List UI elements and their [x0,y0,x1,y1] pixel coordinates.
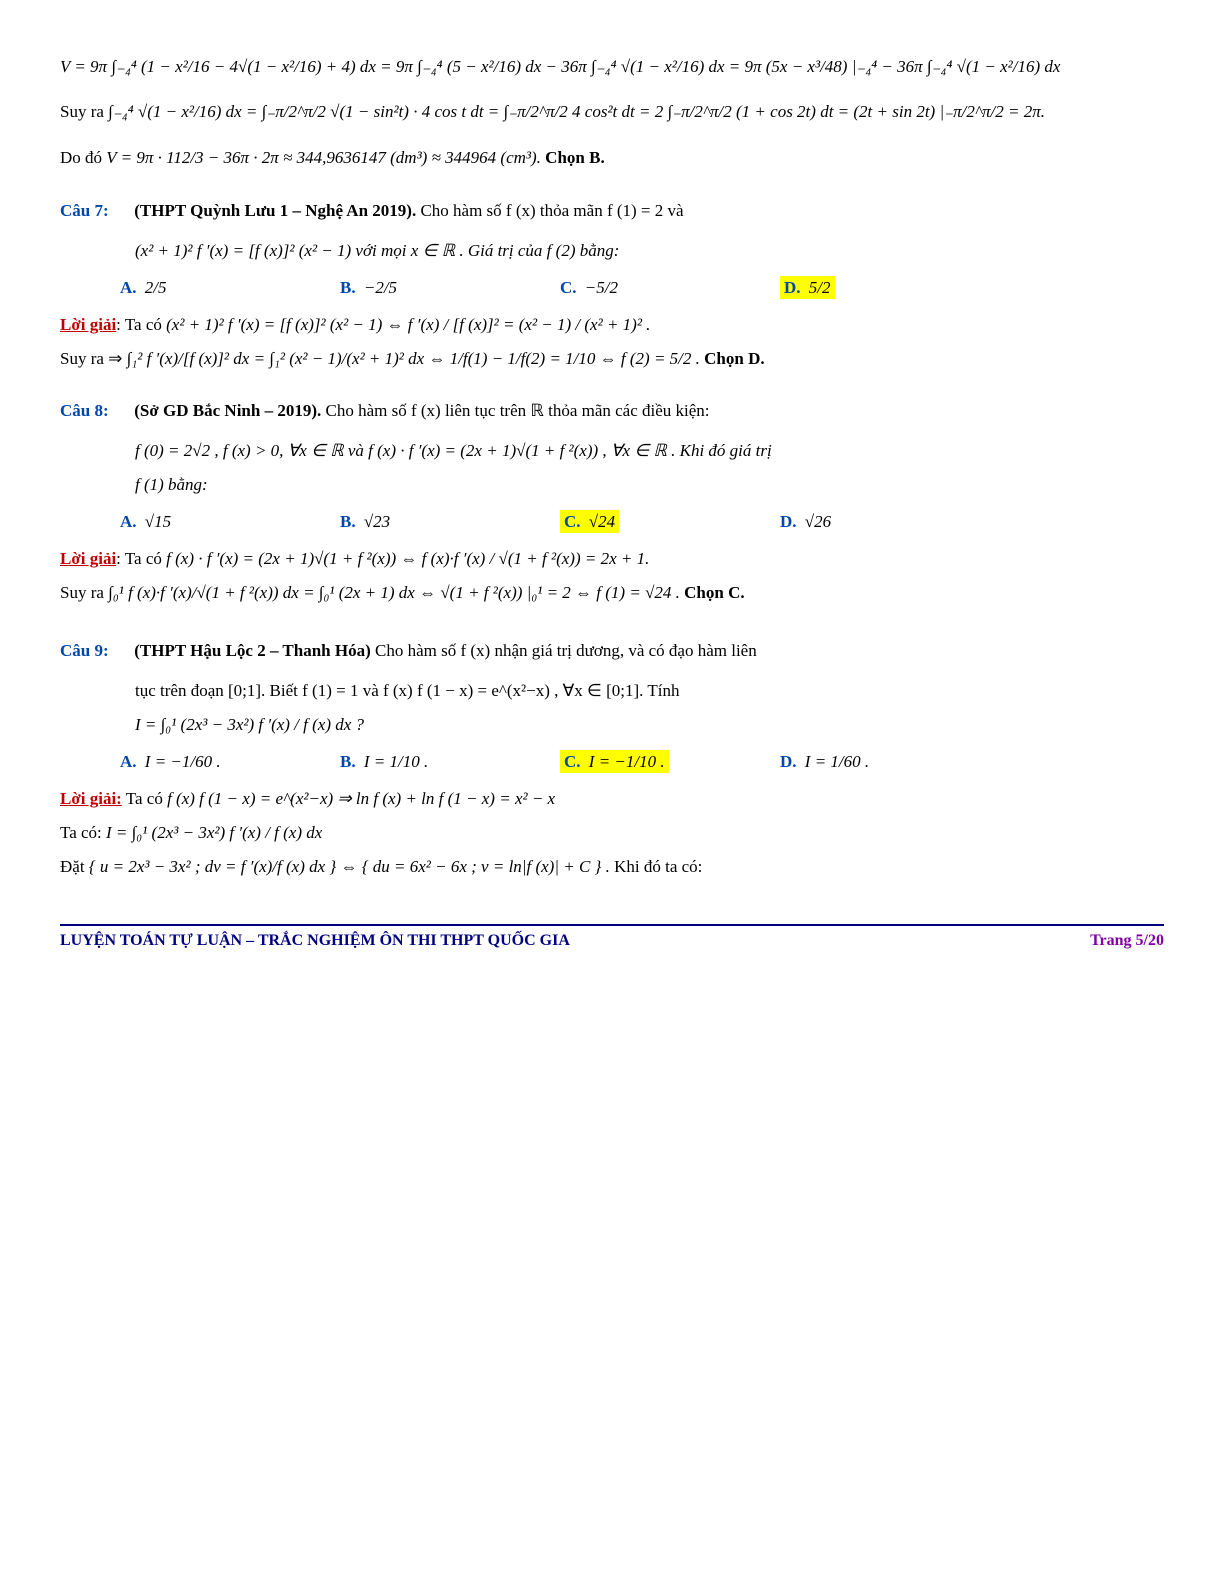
q7-label: Câu 7: [60,194,130,228]
q9-answer-d: D. I = 1/60 . [780,752,1000,772]
answer-label-d: D. [784,278,801,297]
answer-label-a: A. [120,278,137,297]
solution-label: Lời giải [60,549,116,568]
solution-label: Lời giải: [60,789,122,808]
q8-solution-1: Lời giải: Ta có f (x) · f ′(x) = (2x + 1… [60,542,1164,576]
q9-d-text: I = 1/60 . [805,752,869,771]
question-8: Câu 8: (Sở GD Bắc Ninh – 2019). Cho hàm … [60,394,1164,428]
q9-solution-3: Đặt { u = 2x³ − 3x² ; dv = f ′(x)/f (x) … [60,850,1164,884]
q8-sol-math-2: ∫₀¹ f (x)·f ′(x)/√(1 + f ²(x)) dx = ∫₀¹ … [108,583,680,602]
q7-sol-math-2: ∫₁² f ′(x)/[f (x)]² dx = ∫₁² (x² − 1)/(x… [127,349,700,368]
answer-label-d: D. [780,752,797,771]
q7-c-text: −5/2 [585,278,618,297]
question-9: Câu 9: (THPT Hậu Lộc 2 – Thanh Hóa) Cho … [60,634,1164,668]
answer-label-c: C. [564,512,581,531]
q7-solution-1: Lời giải: Ta có (x² + 1)² f ′(x) = [f (x… [60,308,1164,342]
q9-answer-a: A. I = −1/60 . [120,752,340,772]
prefix-suyra: Suy ra [60,102,108,121]
q9-stem-2: tục trên đoạn [0;1]. Biết f (1) = 1 và f… [135,674,1164,708]
q9-solution-1: Lời giải: Ta có f (x) f (1 − x) = e^(x²−… [60,782,1164,816]
q8-answers: A. √15 B. √23 C. √24 D. √26 [120,512,1164,532]
q8-answer-d: D. √26 [780,512,1000,532]
footer-page: Trang 5/20 [1090,932,1164,950]
q7-answer-c: C. −5/2 [560,278,780,298]
footer-title: LUYỆN TOÁN TỰ LUẬN – TRẮC NGHIỆM ÔN THI … [60,932,570,950]
volume-integral-line1: V = 9π ∫₋₄⁴ (1 − x²/16 − 4√(1 − x²/16) +… [60,48,1164,85]
q9-answer-b: B. I = 1/10 . [340,752,560,772]
q9-solution-2: Ta có: I = ∫₀¹ (2x³ − 3x²) f ′(x) / f (x… [60,816,1164,850]
choice-b: Chọn B. [545,148,605,167]
q7-answer-d: D. 5/2 [780,278,1000,298]
q7-answer-a: A. 2/5 [120,278,340,298]
q7-answer-b: B. −2/5 [340,278,560,298]
q8-answer-b: B. √23 [340,512,560,532]
q8-source: (Sở GD Bắc Ninh – 2019). [134,401,321,420]
q7-answers: A. 2/5 B. −2/5 C. −5/2 D. 5/2 [120,278,1164,298]
q9-answer-c: C. I = −1/10 . [560,752,780,772]
q8-label: Câu 8: [60,394,130,428]
q9-sol-math-2: I = ∫₀¹ (2x³ − 3x²) f ′(x) / f (x) dx [106,823,322,842]
q8-a-text: √15 [145,512,171,531]
prefix-dodo: Do đó [60,148,106,167]
q7-solution-2: Suy ra ⇒ ∫₁² f ′(x)/[f (x)]² dx = ∫₁² (x… [60,342,1164,376]
q7-d-text: 5/2 [809,278,831,297]
integral-eval: ∫₋₄⁴ √(1 − x²/16) dx = ∫₋π/2^π/2 √(1 − s… [108,102,1045,121]
q9-sol-math-3: { u = 2x³ − 3x² ; dv = f ′(x)/f (x) dx }… [89,857,610,876]
q7-stem-2: (x² + 1)² f ′(x) = [f (x)]² (x² − 1) với… [135,234,1164,268]
q8-solution-2: Suy ra ∫₀¹ f (x)·f ′(x)/√(1 + f ²(x)) dx… [60,576,1164,610]
q7-sol-prefix: : Ta có [116,315,166,334]
answer-label-b: B. [340,752,356,771]
q8-choice: Chọn C. [684,583,744,602]
page-footer: LUYỆN TOÁN TỰ LUẬN – TRẮC NGHIỆM ÔN THI … [60,924,1164,950]
q8-c-text: √24 [589,512,615,531]
q9-sol3-prefix: Đặt [60,857,89,876]
q7-choice: Chọn D. [704,349,764,368]
q7-a-text: 2/5 [145,278,167,297]
answer-label-a: A. [120,512,137,531]
q8-sol-math-1: f (x) · f ′(x) = (2x + 1)√(1 + f ²(x)) ⇔… [166,549,649,568]
q8-answer-c: C. √24 [560,512,780,532]
q9-sol-prefix: Ta có [122,789,167,808]
q9-b-text: I = 1/10 . [364,752,428,771]
answer-label-b: B. [340,278,356,297]
answer-label-c: C. [564,752,581,771]
q9-sol2-prefix: Ta có: [60,823,106,842]
q7-sol2-prefix: Suy ra ⇒ [60,349,127,368]
q7-source: (THPT Quỳnh Lưu 1 – Nghệ An 2019). [134,201,416,220]
answer-label-a: A. [120,752,137,771]
q9-sol-math-1: f (x) f (1 − x) = e^(x²−x) ⇒ ln f (x) + … [167,789,555,808]
volume-result: V = 9π · 112/3 − 36π · 2π ≈ 344,9636147 … [106,148,541,167]
q8-stem-2: f (0) = 2√2 , f (x) > 0, ∀x ∈ ℝ và f (x)… [135,434,1164,468]
answer-label-c: C. [560,278,577,297]
q9-stem-3: I = ∫₀¹ (2x³ − 3x²) f ′(x) / f (x) dx ? [135,708,1164,742]
q8-stem-3: f (1) bằng: [135,468,1164,502]
q9-stem-1: Cho hàm số f (x) nhận giá trị dương, và … [375,641,757,660]
answer-label-b: B. [340,512,356,531]
q8-sol2-prefix: Suy ra [60,583,108,602]
q8-stem-1: Cho hàm số f (x) liên tục trên ℝ thỏa mã… [325,401,709,420]
q9-label: Câu 9: [60,634,130,668]
q7-sol-math-1: (x² + 1)² f ′(x) = [f (x)]² (x² − 1) ⇔ f… [166,315,650,334]
solution-label: Lời giải [60,315,116,334]
q7-stem-1: Cho hàm số f (x) thỏa mãn f (1) = 2 và [420,201,683,220]
q9-c-text: I = −1/10 . [589,752,665,771]
q8-d-text: √26 [805,512,831,531]
q8-b-text: √23 [364,512,390,531]
q9-a-text: I = −1/60 . [145,752,221,771]
question-7: Câu 7: (THPT Quỳnh Lưu 1 – Nghệ An 2019)… [60,194,1164,228]
q9-sol3-suffix: Khi đó ta có: [614,857,702,876]
q8-answer-a: A. √15 [120,512,340,532]
q7-b-text: −2/5 [364,278,397,297]
q9-answers: A. I = −1/60 . B. I = 1/10 . C. I = −1/1… [120,752,1164,772]
volume-result-line: Do đó V = 9π · 112/3 − 36π · 2π ≈ 344,96… [60,139,1164,176]
q8-sol-prefix: : Ta có [116,549,166,568]
q9-source: (THPT Hậu Lộc 2 – Thanh Hóa) [134,641,370,660]
volume-integral-line2: Suy ra ∫₋₄⁴ √(1 − x²/16) dx = ∫₋π/2^π/2 … [60,93,1164,130]
answer-label-d: D. [780,512,797,531]
